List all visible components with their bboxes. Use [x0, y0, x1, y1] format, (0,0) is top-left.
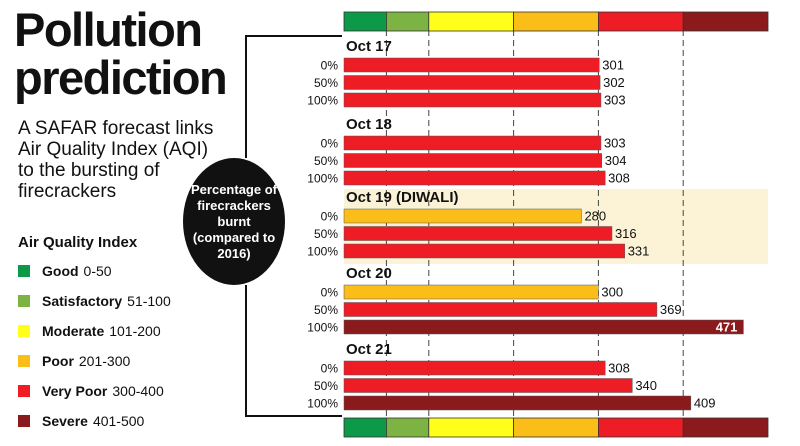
- bottom-color-strip: [682, 417, 769, 438]
- group-label: Oct 19 (DIWALI): [346, 189, 459, 206]
- legend-name: Very Poor: [42, 383, 108, 399]
- value-label: 409: [694, 396, 716, 411]
- legend-range: 101-200: [109, 323, 161, 339]
- value-label: 340: [635, 378, 657, 393]
- bottom-color-strip: [343, 417, 387, 438]
- legend-swatch: [18, 265, 30, 277]
- subtitle: A SAFAR forecast links Air Quality Index…: [18, 118, 214, 202]
- percent-label: 100%: [307, 321, 338, 335]
- value-label: 302: [603, 75, 625, 90]
- bar: [343, 135, 602, 151]
- value-label: 304: [605, 153, 627, 168]
- value-label: 331: [628, 244, 650, 259]
- legend-range: 51-100: [127, 293, 171, 309]
- group-label: Oct 17: [346, 38, 392, 55]
- bar: [343, 378, 633, 393]
- group-label: Oct 21: [346, 341, 392, 358]
- bar: [343, 170, 606, 186]
- legend-range: 0-50: [83, 263, 112, 279]
- legend-item: Very Poor 300-400: [18, 376, 171, 406]
- legend-name: Severe: [42, 413, 88, 429]
- legend-name: Good: [42, 263, 79, 279]
- value-label: 369: [660, 302, 682, 317]
- legend-swatch: [18, 415, 30, 427]
- bar: [343, 153, 603, 168]
- bar: [343, 284, 599, 300]
- percent-label: 50%: [314, 379, 338, 393]
- bar: [343, 302, 658, 317]
- legend-name: Poor: [42, 353, 74, 369]
- legend-range: 300-400: [112, 383, 164, 399]
- value-label: 303: [604, 136, 626, 151]
- legend-swatch: [18, 355, 30, 367]
- legend-item: Poor 201-300: [18, 346, 171, 376]
- bar: [343, 243, 625, 259]
- bar: [343, 208, 582, 224]
- legend-swatch: [18, 325, 30, 337]
- percent-label: 50%: [314, 303, 338, 317]
- percent-label: 0%: [321, 362, 339, 376]
- bar: [343, 92, 602, 108]
- percent-label: 0%: [321, 59, 339, 73]
- legend-item: Satisfactory 51-100: [18, 286, 171, 316]
- group-label: Oct 20: [346, 265, 392, 282]
- legend-item: Severe 401-500: [18, 406, 171, 436]
- value-label: 303: [604, 93, 626, 108]
- value-label: 308: [608, 171, 630, 186]
- legend-swatch: [18, 385, 30, 397]
- top-color-strip: [598, 11, 684, 32]
- bar: [343, 395, 692, 411]
- percent-label: 0%: [321, 286, 339, 300]
- legend-range: 401-500: [92, 413, 145, 429]
- page-title: Pollution prediction: [14, 3, 228, 104]
- percent-label: 50%: [314, 227, 338, 241]
- percent-label: 50%: [314, 76, 338, 90]
- bracket-line: [245, 35, 342, 417]
- top-color-strip: [343, 11, 387, 32]
- bar: [343, 57, 600, 73]
- value-label: 300: [601, 285, 623, 300]
- value-label: 308: [608, 361, 630, 376]
- top-color-strip: [385, 11, 430, 32]
- legend-item: Moderate 101-200: [18, 316, 171, 346]
- circle-label: Percentage of firecrackers burnt (compar…: [183, 158, 285, 285]
- bar: [343, 226, 613, 241]
- percent-label: 100%: [307, 172, 338, 186]
- value-label: 316: [615, 226, 637, 241]
- legend-item: Good 0-50: [18, 256, 171, 286]
- legend-name: Moderate: [42, 323, 105, 339]
- legend-title: Air Quality Index: [18, 234, 138, 251]
- top-color-strip: [428, 11, 514, 32]
- percent-label: 100%: [307, 397, 338, 411]
- percent-label: 100%: [307, 245, 338, 259]
- percent-label: 50%: [314, 154, 338, 168]
- bar: [343, 319, 744, 335]
- bottom-color-strip: [428, 417, 514, 438]
- percent-label: 100%: [307, 94, 338, 108]
- top-color-strip: [682, 11, 769, 32]
- legend-swatch: [18, 295, 30, 307]
- value-label: 471: [716, 320, 738, 335]
- legend-name: Satisfactory: [42, 293, 123, 309]
- bar: [343, 75, 601, 90]
- legend: Good 0-50 Satisfactory 51-100 Moderate 101-20…: [18, 256, 171, 436]
- percent-label: 0%: [321, 210, 339, 224]
- bottom-color-strip: [385, 417, 430, 438]
- percent-label: 0%: [321, 137, 339, 151]
- bottom-color-strip: [598, 417, 684, 438]
- value-label: 280: [584, 209, 606, 224]
- group-label: Oct 18: [346, 116, 392, 133]
- bar: [343, 360, 606, 376]
- value-label: 301: [602, 58, 624, 73]
- bottom-color-strip: [513, 417, 599, 438]
- top-color-strip: [513, 11, 599, 32]
- legend-range: 201-300: [78, 353, 131, 369]
